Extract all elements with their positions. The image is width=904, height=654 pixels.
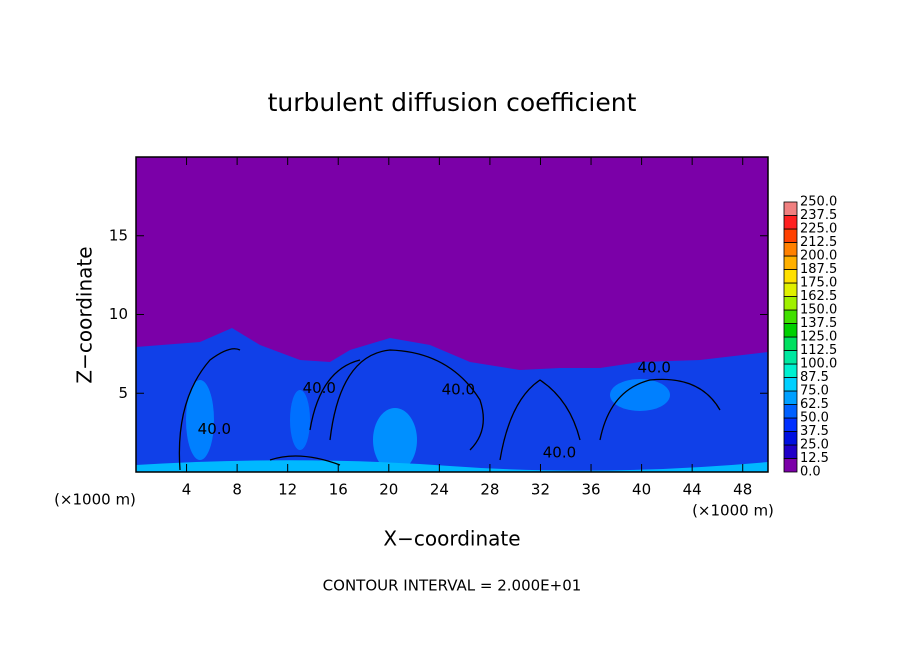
colorbar-label: 37.5 xyxy=(800,424,829,439)
x-tick-label: 36 xyxy=(581,481,600,499)
colorbar-segment xyxy=(783,201,798,216)
colorbar-label: 62.5 xyxy=(800,397,829,412)
colorbar-segment xyxy=(783,228,798,243)
x-tick-label: 4 xyxy=(182,481,192,499)
y-tick-label: 10 xyxy=(109,305,128,323)
x-unit-label: (×1000 m) xyxy=(692,502,774,520)
x-tick-label: 8 xyxy=(232,481,242,499)
x-tick-label: 12 xyxy=(278,481,297,499)
colorbar-label: 100.0 xyxy=(800,357,837,372)
colorbar-label: 112.5 xyxy=(800,343,837,358)
colorbar-label: 87.5 xyxy=(800,370,829,385)
colorbar-segment xyxy=(783,363,798,378)
high-region xyxy=(290,390,310,450)
x-unit-label: (×1000 m) xyxy=(54,491,136,509)
x-tick-label: 44 xyxy=(683,481,702,499)
colorbar-segment xyxy=(783,336,798,351)
colorbar-label: 150.0 xyxy=(800,303,837,318)
contour-lines xyxy=(178,348,721,471)
x-tick-label: 24 xyxy=(430,481,449,499)
colorbar-segment xyxy=(783,215,798,230)
footnote: CONTOUR INTERVAL = 2.000E+01 xyxy=(323,577,582,595)
colorbar-segment xyxy=(783,309,798,324)
colorbar-segment xyxy=(783,431,798,446)
colorbar-label: 250.0 xyxy=(800,195,837,210)
colorbar-segment xyxy=(783,377,798,392)
contour-label: 40.0 xyxy=(543,444,576,462)
colorbar-segment xyxy=(783,242,798,257)
colorbar-label: 225.0 xyxy=(800,222,837,237)
high-region xyxy=(610,379,670,411)
high-region xyxy=(136,460,768,472)
y-tick-label: 5 xyxy=(118,384,128,402)
colorbar-segment xyxy=(783,323,798,338)
colorbar-segment xyxy=(783,404,798,419)
colorbar-label: 0.0 xyxy=(800,465,821,480)
colorbar-segment xyxy=(783,269,798,284)
contour-label: 40.0 xyxy=(442,381,475,399)
contour-label: 40.0 xyxy=(198,420,231,438)
x-tick-label: 20 xyxy=(379,481,398,499)
colorbar-segment xyxy=(783,255,798,270)
colorbar-segment xyxy=(783,458,798,473)
y-axis-label: Z−coordinate xyxy=(73,246,97,383)
colorbar-label: 162.5 xyxy=(800,289,837,304)
colorbar-segment xyxy=(783,417,798,432)
colorbar-segment xyxy=(783,282,798,297)
colorbar-label: 25.0 xyxy=(800,438,829,453)
x-tick-label: 40 xyxy=(632,481,651,499)
colorbar-label: 237.5 xyxy=(800,208,837,223)
colorbar-label: 50.0 xyxy=(800,411,829,426)
contour-label: 40.0 xyxy=(638,359,671,377)
contour-label: 40.0 xyxy=(303,379,336,397)
x-tick-label: 28 xyxy=(480,481,499,499)
colorbar-label: 212.5 xyxy=(800,235,837,250)
high-region xyxy=(373,408,417,472)
colorbar-label: 187.5 xyxy=(800,262,837,277)
y-tick-label: 15 xyxy=(109,226,128,244)
colorbar-segment xyxy=(783,296,798,311)
colorbar-label: 12.5 xyxy=(800,451,829,466)
colorbar-segment xyxy=(783,444,798,459)
chart-title: turbulent diffusion coefficient xyxy=(268,88,637,117)
colorbar-label: 137.5 xyxy=(800,316,837,331)
colorbar-label: 75.0 xyxy=(800,384,829,399)
x-axis-label: X−coordinate xyxy=(383,527,520,551)
x-tick-label: 48 xyxy=(733,481,752,499)
field xyxy=(136,157,768,472)
x-tick-label: 32 xyxy=(531,481,550,499)
colorbar-segment xyxy=(783,350,798,365)
x-tick-label: 16 xyxy=(329,481,348,499)
colorbar-label: 200.0 xyxy=(800,249,837,264)
colorbar-label: 175.0 xyxy=(800,276,837,291)
colorbar-segment xyxy=(783,390,798,405)
colorbar-label: 125.0 xyxy=(800,330,837,345)
high-region xyxy=(186,380,214,460)
